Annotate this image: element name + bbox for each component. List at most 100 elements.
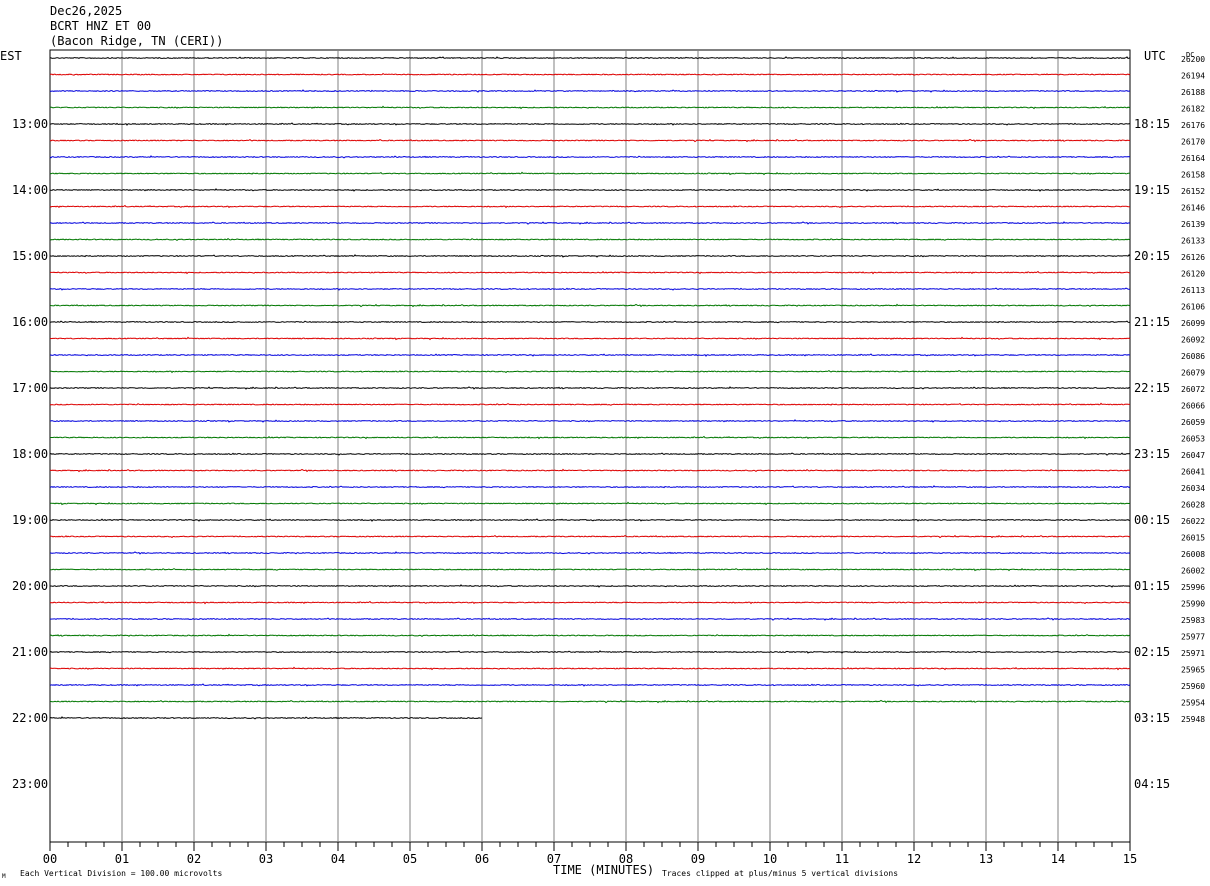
left-hour-label: 14:00	[12, 183, 48, 197]
dc-value-label: 26126	[1181, 253, 1205, 262]
dc-value-label: 26182	[1181, 105, 1205, 114]
dc-value-label: 26106	[1181, 303, 1205, 312]
left-hour-label: 20:00	[12, 579, 48, 593]
trace-layer	[49, 56, 1131, 720]
seismic-trace	[49, 501, 1131, 506]
seismic-trace	[49, 617, 1131, 621]
right-hour-label: 21:15	[1134, 315, 1170, 329]
seismic-trace	[49, 171, 1131, 176]
seismic-trace	[50, 336, 1131, 341]
right-hour-label: 04:15	[1134, 777, 1170, 791]
seismic-trace	[49, 683, 1131, 687]
dc-value-label: 25965	[1181, 666, 1205, 675]
dc-value-label: 26028	[1181, 501, 1205, 510]
x-tick-label: 11	[835, 852, 849, 866]
dc-value-label: 25996	[1181, 583, 1205, 592]
dc-value-label: 26139	[1181, 220, 1205, 229]
x-tick-label: 06	[475, 852, 489, 866]
dc-value-label: 26146	[1181, 204, 1205, 213]
x-tick-label: 09	[691, 852, 705, 866]
dc-value-label: 25954	[1181, 699, 1205, 708]
dc-value-label: 25971	[1181, 649, 1205, 658]
x-tick-label: 15	[1123, 852, 1137, 866]
dc-value-label: 25983	[1181, 616, 1205, 625]
scale-note: Each Vertical Division = 100.00 microvol…	[20, 869, 222, 878]
dc-value-label: 26092	[1181, 336, 1205, 345]
seismic-trace	[49, 237, 1131, 242]
seismic-trace	[49, 221, 1131, 225]
seismic-trace	[49, 270, 1130, 275]
right-hour-label: 22:15	[1134, 381, 1170, 395]
dc-value-label: 26034	[1181, 484, 1205, 493]
dc-value-label: 25977	[1181, 633, 1205, 642]
seismic-trace	[50, 699, 1131, 704]
location-label: (Bacon Ridge, TN (CERI))	[50, 34, 224, 48]
dc-value-label: 26041	[1181, 468, 1205, 477]
left-timezone-label: EST	[0, 49, 22, 63]
right-hour-label: 03:15	[1134, 711, 1170, 725]
clip-note: Traces clipped at plus/minus 5 vertical …	[662, 869, 898, 878]
seismic-trace	[49, 369, 1131, 374]
left-hour-label: 17:00	[12, 381, 48, 395]
seismic-trace	[49, 452, 1131, 456]
seismic-trace	[49, 56, 1131, 60]
seismic-trace	[50, 435, 1131, 440]
dc-value-label: 26164	[1181, 154, 1205, 163]
seismic-trace	[49, 204, 1130, 209]
dc-value-label: 26047	[1181, 451, 1205, 460]
left-hour-label: 18:00	[12, 447, 48, 461]
date-label: Dec26,2025	[50, 4, 123, 18]
dc-value-label: 26188	[1181, 88, 1205, 97]
dc-value-label: 26194	[1181, 72, 1205, 81]
dc-value-label: 26170	[1181, 138, 1205, 147]
left-hour-label: 21:00	[12, 645, 48, 659]
station-label: BCRT HNZ ET 00	[50, 19, 152, 33]
x-tick-label: 05	[403, 852, 417, 866]
dc-value-label: 26022	[1181, 517, 1205, 526]
left-hour-label: 15:00	[12, 249, 48, 263]
x-tick-label: 14	[1051, 852, 1065, 866]
dc-value-label: 26086	[1181, 352, 1205, 361]
dc-value-label: 26059	[1181, 418, 1205, 427]
x-tick-label: 13	[979, 852, 993, 866]
seismic-trace	[49, 600, 1131, 605]
seismic-trace	[49, 155, 1131, 159]
seismic-trace	[49, 402, 1131, 406]
right-hour-label: 02:15	[1134, 645, 1170, 659]
seismic-trace	[49, 419, 1131, 423]
plot-frame	[49, 49, 1131, 843]
seismic-trace	[50, 584, 1131, 588]
dc-value-label: 26113	[1181, 286, 1205, 295]
dc-value-label: 26015	[1181, 534, 1205, 543]
x-tick-label: 03	[259, 852, 273, 866]
right-hour-label: 18:15	[1134, 117, 1170, 131]
seismic-trace	[49, 518, 1130, 522]
seismic-trace	[50, 254, 1131, 258]
label-layer: 00 01 02 03 04 05 06 07 08 09 10 11 12 13 14 15 26200 261…	[12, 55, 1205, 866]
right-timezone-label: UTC	[1144, 49, 1166, 63]
seismic-trace	[49, 716, 483, 720]
right-hour-label: 00:15	[1134, 513, 1170, 527]
seismic-trace	[49, 105, 1131, 110]
seismic-trace	[49, 633, 1131, 638]
dc-value-label: 26099	[1181, 319, 1205, 328]
dc-value-label: 26053	[1181, 435, 1205, 444]
dc-value-label: 26152	[1181, 187, 1205, 196]
seismic-trace	[49, 485, 1131, 489]
left-hour-label: 23:00	[12, 777, 48, 791]
right-hour-label: 23:15	[1134, 447, 1170, 461]
x-tick-label: 02	[187, 852, 201, 866]
dc-value-label: 26120	[1181, 270, 1205, 279]
dc-value-label: 26133	[1181, 237, 1205, 246]
x-tick-label: 00	[43, 852, 57, 866]
dc-value-label: 26072	[1181, 385, 1205, 394]
seismic-trace	[49, 386, 1131, 390]
seismic-trace	[49, 666, 1131, 671]
seismic-trace	[49, 138, 1131, 143]
dc-value-label: 26079	[1181, 369, 1205, 378]
seismic-trace	[50, 353, 1131, 357]
dc-header-label: DC	[1186, 51, 1194, 59]
seismic-trace	[49, 468, 1131, 473]
right-hour-label: 20:15	[1134, 249, 1170, 263]
dc-value-label: 25960	[1181, 682, 1205, 691]
